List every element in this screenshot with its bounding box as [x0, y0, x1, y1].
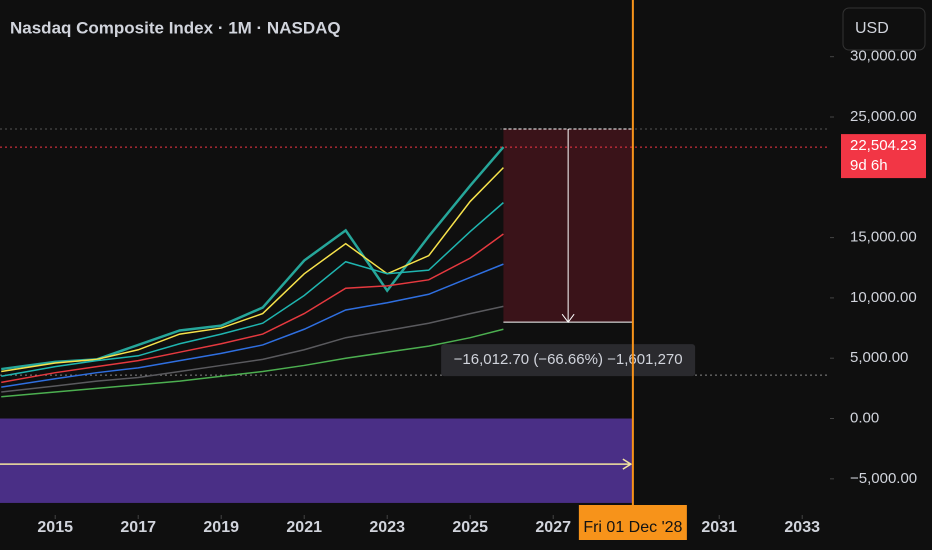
measure-arrow-head	[561, 313, 575, 324]
countdown-label: 9d 6h	[850, 157, 888, 174]
price-tag	[841, 134, 926, 179]
series-line	[1, 263, 504, 388]
y-tick-label: 5,000.00	[850, 349, 908, 366]
series-line	[1, 167, 504, 373]
y-tick-label: 0.00	[850, 409, 879, 426]
x-tick-label: 2019	[203, 519, 239, 536]
band	[0, 418, 633, 503]
series-line	[1, 233, 504, 384]
y-tick-label: 25,000.00	[850, 108, 917, 125]
x-tick-label: 2031	[701, 519, 737, 536]
x-tick-label: 2021	[286, 519, 322, 536]
crosshair-label: Fri 01 Dec '28	[583, 519, 682, 536]
price-label: 22,504.23	[850, 137, 917, 154]
x-tick-label: 2027	[535, 519, 571, 536]
x-tick-label: 2023	[369, 519, 405, 536]
chart-title: Nasdaq Composite Index · 1M · NASDAQ	[10, 18, 341, 37]
measure-label-text: −16,012.70 (−66.66%) −1,601,270	[454, 351, 683, 368]
currency-button[interactable]	[842, 7, 926, 51]
series-line	[1, 202, 504, 378]
series-line	[1, 305, 504, 393]
x-tick-label: 2033	[784, 519, 820, 536]
x-tick-label: 2015	[37, 519, 73, 536]
x-tick-label: 2025	[452, 519, 488, 536]
y-tick-label: 10,000.00	[850, 289, 917, 306]
crosshair-tag	[578, 505, 687, 540]
currency-label: USD	[855, 20, 889, 37]
arrow-head	[622, 458, 633, 470]
x-tick-label: 2017	[120, 519, 156, 536]
series-line	[1, 328, 504, 398]
measure-label-bg	[441, 344, 696, 377]
measure-label: −16,012.70 (−66.66%) −1,601,270	[441, 344, 696, 377]
y-tick-label: 30,000.00	[850, 48, 917, 65]
y-tick-label: 15,000.00	[850, 229, 917, 246]
y-tick-label: −5,000.00	[850, 470, 917, 487]
